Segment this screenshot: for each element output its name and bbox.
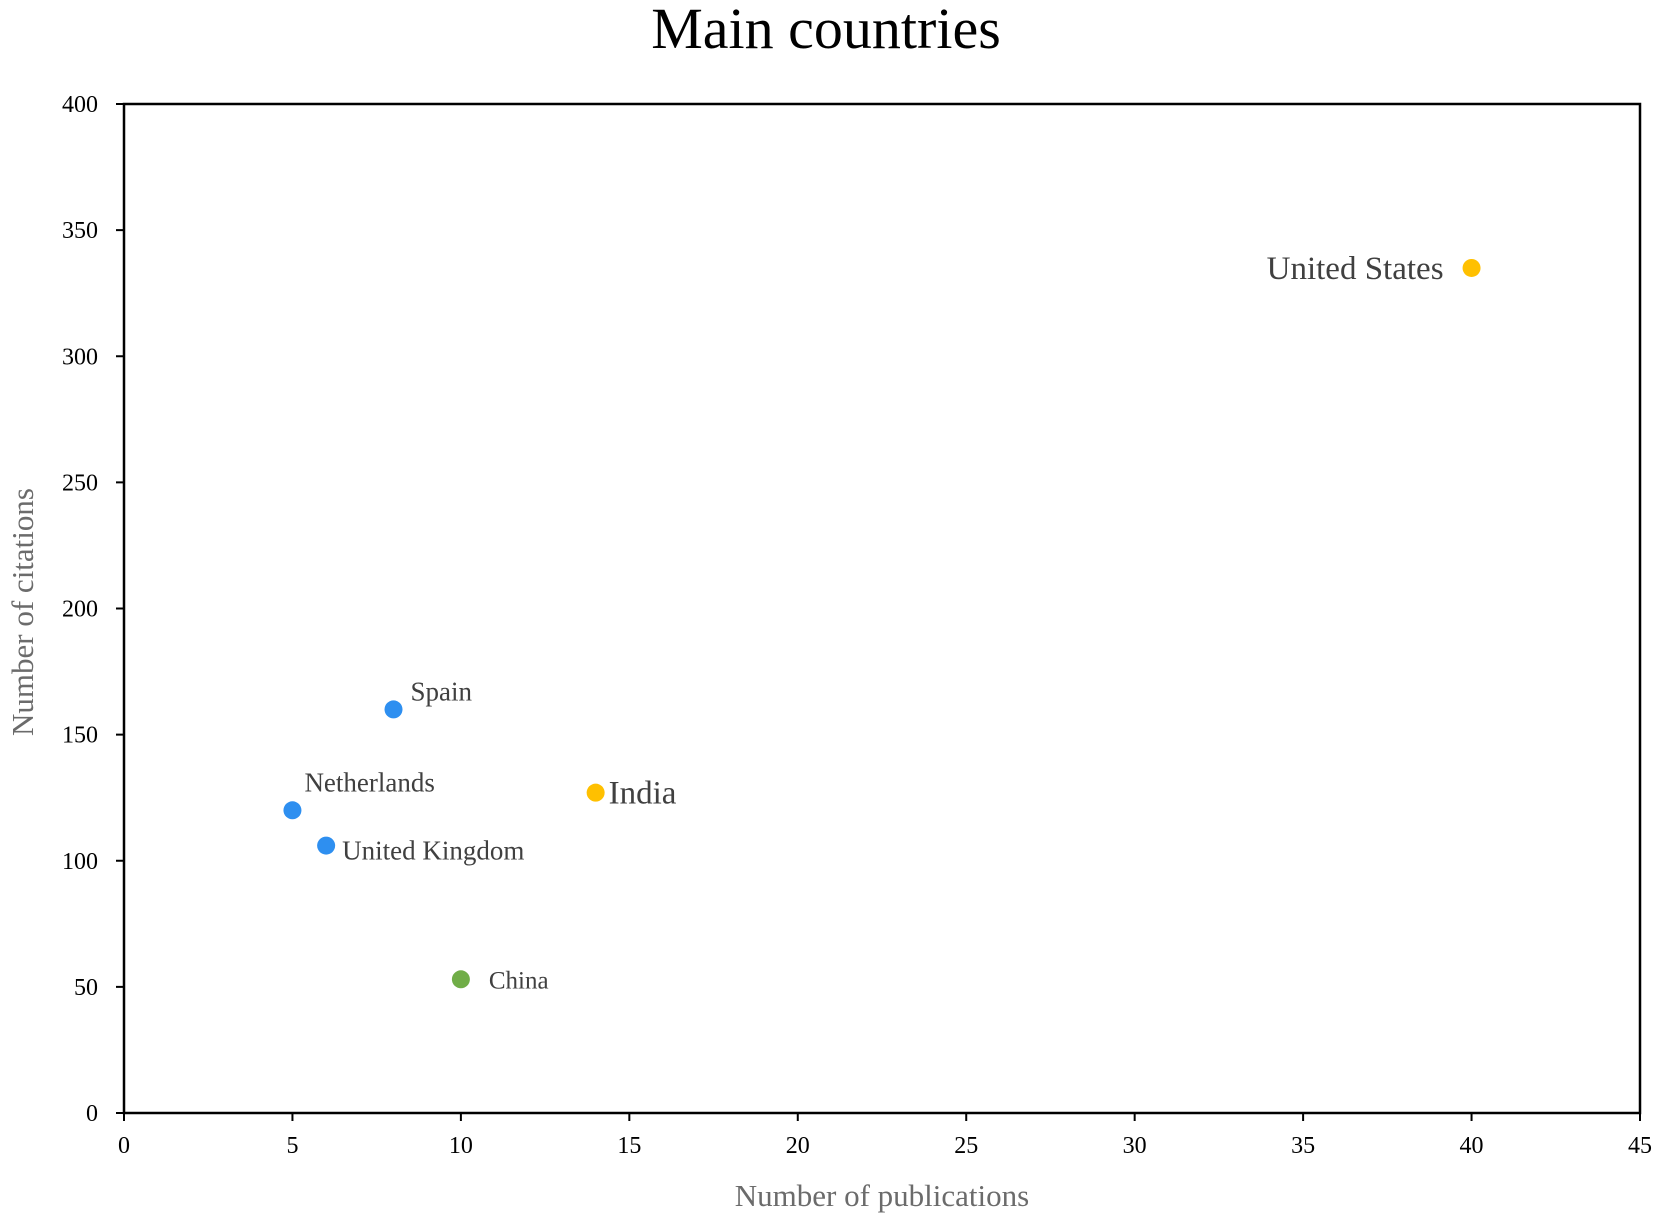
chart-title: Main countries: [651, 0, 1001, 61]
y-tick-label: 200: [62, 597, 98, 623]
point-netherlands: [283, 801, 302, 820]
point-label-india: India: [609, 776, 677, 812]
x-axis: 0 5 10 15 20 25 30 35 40 45: [118, 1113, 1652, 1159]
x-tick-label: 15: [617, 1133, 641, 1159]
point-united-kingdom: [317, 836, 336, 855]
x-tick-label: 40: [1460, 1133, 1484, 1159]
x-tick-label: 0: [118, 1133, 130, 1159]
point-united-states: [1462, 258, 1481, 277]
point-china: [451, 970, 470, 989]
x-tick-label: 20: [786, 1133, 810, 1159]
y-tick-label: 300: [62, 344, 98, 370]
point-india: [586, 783, 605, 802]
y-tick-label: 0: [86, 1101, 98, 1127]
x-tick-label: 5: [286, 1133, 298, 1159]
y-tick-label: 350: [62, 218, 98, 244]
point-label-united-states: United States: [1267, 251, 1444, 287]
y-tick-label: 50: [74, 975, 98, 1001]
point-spain: [384, 700, 403, 719]
x-tick-label: 45: [1628, 1133, 1652, 1159]
y-axis-title: Number of citations: [5, 488, 40, 736]
data-points: United States India Spain Netherlands United…: [283, 251, 1481, 994]
point-label-netherlands: Netherlands: [304, 767, 434, 797]
point-label-china: China: [489, 967, 549, 994]
x-tick-label: 10: [449, 1133, 473, 1159]
x-axis-title: Number of publications: [735, 1178, 1029, 1213]
y-tick-label: 400: [62, 92, 98, 118]
x-tick-label: 25: [954, 1133, 978, 1159]
x-tick-label: 30: [1123, 1133, 1147, 1159]
y-tick-label: 250: [62, 470, 98, 496]
y-tick-label: 100: [62, 849, 98, 875]
y-tick-label: 150: [62, 723, 98, 749]
point-label-spain: Spain: [411, 676, 473, 706]
y-axis: 0 50 100 150 200 250 300 350 400: [62, 92, 124, 1127]
x-tick-label: 35: [1291, 1133, 1315, 1159]
point-label-united-kingdom: United Kingdom: [342, 836, 524, 866]
